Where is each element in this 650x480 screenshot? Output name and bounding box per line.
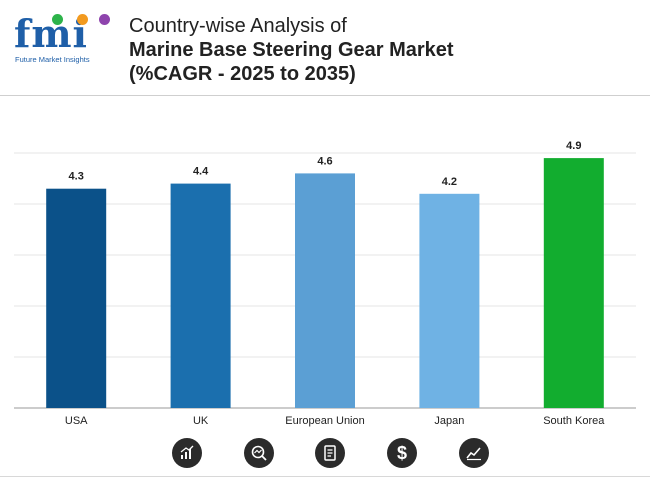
logo-dot-purple: [99, 14, 110, 25]
x-tick-label: Japan: [434, 415, 464, 427]
title-line-3: (%CAGR - 2025 to 2035): [129, 63, 356, 85]
logo-dot-green: [52, 14, 63, 25]
header-divider: [0, 95, 650, 96]
title-line-2: Marine Base Steering Gear Market: [129, 39, 454, 61]
footer-icon-bar: $: [0, 428, 650, 478]
logo-text: fmi: [14, 11, 88, 56]
data-label: 4.6: [317, 155, 332, 167]
report-icon: [315, 438, 345, 468]
bar-chart-icon: [172, 438, 202, 468]
svg-text:$: $: [397, 443, 407, 463]
x-tick-label: USA: [65, 415, 88, 427]
bar-chart: 4.3 USA 4.4 UK 4.6 European Union 4.2 Japan 4.9 S…: [14, 140, 636, 427]
x-tick-label: South Korea: [543, 415, 605, 427]
logo-subtitle: Future Market Insights: [15, 55, 90, 64]
bar: [170, 183, 231, 408]
bar: [295, 173, 355, 408]
header: fmi Future Market Insights Country-wise …: [0, 0, 650, 95]
x-tick-label: European Union: [285, 415, 365, 427]
bottom-divider: [0, 476, 650, 477]
dollar-icon: $: [387, 438, 417, 468]
logo-dot-orange: [77, 14, 88, 25]
title-line-1: Country-wise Analysis of: [129, 15, 347, 37]
bar: [419, 193, 480, 408]
data-label: 4.9: [566, 140, 581, 152]
trend-line-icon: [459, 438, 489, 468]
x-tick-label: UK: [193, 415, 209, 427]
title-block: Country-wise Analysis of Marine Base Ste…: [129, 14, 454, 86]
search-analytics-icon: [244, 438, 274, 468]
fmi-logo: fmi Future Market Insights: [14, 12, 114, 76]
bar: [543, 158, 604, 408]
data-label: 4.3: [69, 171, 84, 183]
data-label: 4.4: [193, 166, 209, 178]
data-label: 4.2: [442, 176, 457, 188]
bar: [46, 188, 107, 408]
